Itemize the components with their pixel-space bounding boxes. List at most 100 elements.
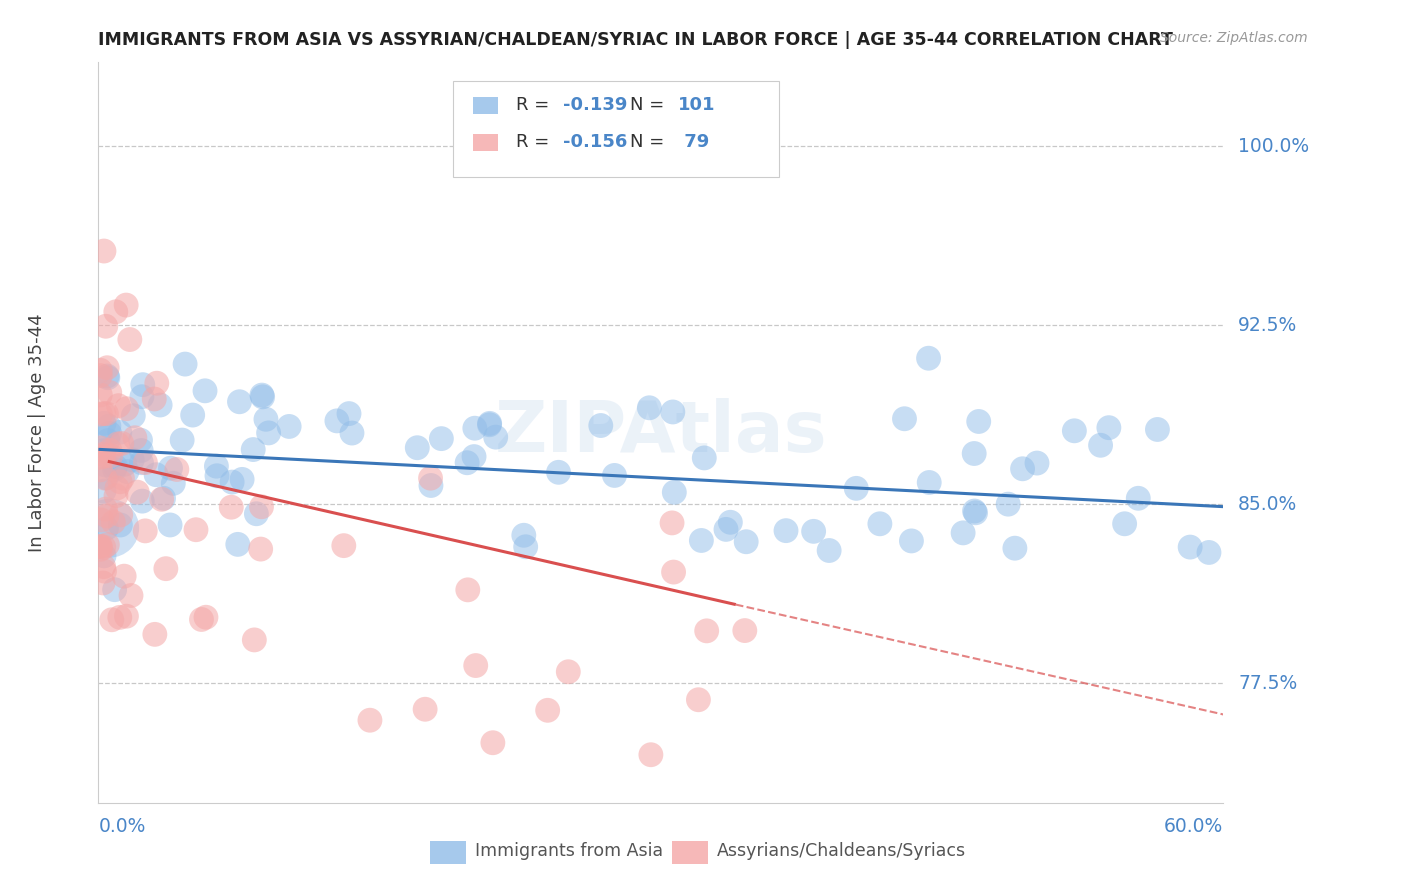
Point [94, 471, 117, 485]
FancyBboxPatch shape [472, 97, 498, 113]
Point [124, 431, 146, 445]
Point [457, 582, 479, 597]
Point [664, 485, 686, 500]
Point [107, 437, 129, 451]
Point [640, 747, 662, 762]
Point [172, 433, 194, 447]
Point [89, 407, 111, 421]
Point [219, 500, 242, 515]
FancyBboxPatch shape [430, 840, 467, 864]
Point [333, 539, 356, 553]
Point [93, 484, 115, 499]
Point [108, 610, 131, 624]
Point [134, 456, 156, 470]
Point [917, 351, 939, 366]
Point [693, 450, 716, 465]
Text: Assyrians/Chaldeans/Syriacs: Assyrians/Chaldeans/Syriacs [717, 842, 966, 860]
Point [93, 443, 115, 458]
Point [131, 390, 153, 404]
Point [91, 576, 114, 591]
Point [174, 357, 197, 371]
Point [110, 508, 132, 522]
Point [100, 613, 122, 627]
Point [94, 458, 117, 472]
Point [254, 412, 277, 426]
Point [89, 441, 111, 455]
Point [515, 540, 537, 554]
Point [100, 449, 122, 463]
Point [221, 475, 243, 489]
Point [155, 562, 177, 576]
Point [967, 415, 990, 429]
Point [134, 524, 156, 538]
Point [98, 443, 121, 458]
Point [661, 516, 683, 530]
Point [120, 589, 142, 603]
Point [159, 461, 181, 475]
Point [96, 471, 118, 485]
Point [166, 462, 188, 476]
Point [190, 612, 212, 626]
Point [152, 491, 174, 506]
Point [734, 624, 756, 638]
Point [893, 411, 915, 425]
Point [250, 388, 273, 402]
Point [249, 542, 271, 557]
Text: R =: R = [516, 134, 555, 152]
Point [89, 539, 111, 553]
Point [900, 533, 922, 548]
Point [845, 481, 868, 495]
Point [250, 500, 273, 514]
Point [482, 736, 505, 750]
Point [205, 459, 228, 474]
Point [162, 476, 184, 491]
Point [104, 305, 127, 319]
Point [122, 409, 145, 423]
Point [115, 609, 138, 624]
Point [963, 504, 986, 518]
Point [965, 506, 987, 520]
Text: 85.0%: 85.0% [1239, 495, 1298, 514]
Point [245, 507, 267, 521]
Point [714, 522, 737, 536]
Point [89, 450, 111, 465]
Text: -0.156: -0.156 [562, 134, 627, 152]
Point [662, 405, 685, 419]
Point [464, 658, 486, 673]
Point [690, 533, 713, 548]
Point [1063, 424, 1085, 438]
Point [97, 419, 120, 434]
Point [326, 414, 349, 428]
Point [108, 475, 131, 489]
Point [96, 508, 118, 523]
FancyBboxPatch shape [672, 840, 709, 864]
Text: -0.139: -0.139 [562, 96, 627, 114]
Point [696, 624, 718, 638]
Point [478, 417, 501, 432]
Point [93, 564, 115, 578]
Text: 92.5%: 92.5% [1239, 316, 1298, 334]
Point [104, 582, 127, 597]
Point [228, 394, 250, 409]
Point [143, 627, 166, 641]
Point [103, 462, 125, 476]
Point [89, 368, 111, 383]
Point [1090, 438, 1112, 452]
Point [688, 692, 710, 706]
Point [108, 425, 131, 440]
Point [547, 465, 569, 479]
Point [145, 467, 167, 482]
Point [107, 399, 129, 413]
Point [735, 534, 758, 549]
Point [463, 450, 485, 464]
Point [132, 377, 155, 392]
Point [121, 452, 143, 467]
Point [963, 446, 986, 460]
Point [115, 298, 138, 312]
Point [96, 521, 118, 535]
Point [1098, 420, 1121, 434]
Point [718, 516, 741, 530]
Point [98, 521, 121, 535]
Text: Source: ZipAtlas.com: Source: ZipAtlas.com [1160, 31, 1308, 45]
Point [603, 468, 626, 483]
